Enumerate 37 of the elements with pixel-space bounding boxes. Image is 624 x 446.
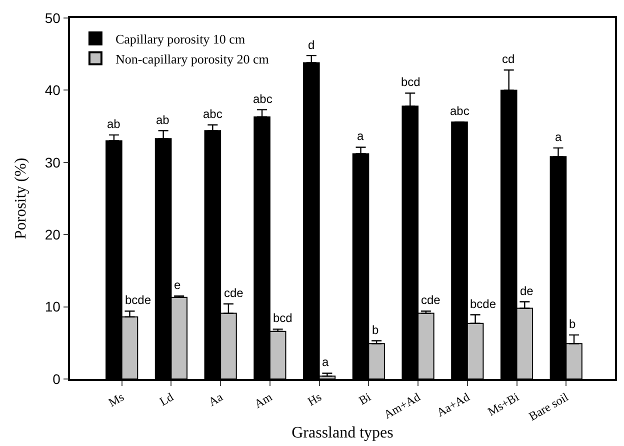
data-label: bcde [125,293,152,307]
y-tick-label: 0 [52,370,61,387]
data-label: abc [203,107,222,121]
data-label: ab [107,117,121,131]
data-label: e [174,278,181,292]
data-label: abc [450,104,470,118]
data-label: cde [224,286,244,300]
y-tick-label: 40 [44,82,61,98]
data-label: b [569,317,576,331]
x-tick-label: Hs [305,390,324,409]
data-label: a [322,355,329,369]
data-label: b [372,323,379,337]
data-label: cde [421,293,441,307]
data-label: bcde [470,297,496,311]
x-axis-title: Grassland types [292,424,394,442]
x-tick-label: Aa [206,389,226,409]
data-label: a [555,130,562,144]
data-label: de [520,284,534,298]
legend-label: Non-capillary porosity 20 cm [115,51,269,66]
data-label: bcd [273,311,292,325]
data-label: a [357,129,364,143]
x-tick-label: Bi [356,389,374,408]
x-tick-label: Ld [157,390,176,409]
x-tick-label: Ms [106,390,127,410]
y-axis-title: Porosity (%) [12,158,30,240]
y-tick-label: 10 [44,298,61,315]
y-tick-label: 50 [44,10,61,26]
x-tick-label: Bare soil [526,389,572,424]
legend-label: Capillary porosity 10 cm [115,31,246,46]
data-label: cd [502,52,515,66]
data-label: bcd [401,75,420,89]
data-label: d [308,38,315,52]
data-label: ab [156,113,170,127]
x-tick-label: Am [252,389,276,411]
data-label: abc [253,92,272,106]
y-tick-label: 20 [44,226,61,242]
y-tick-label: 30 [44,154,61,170]
